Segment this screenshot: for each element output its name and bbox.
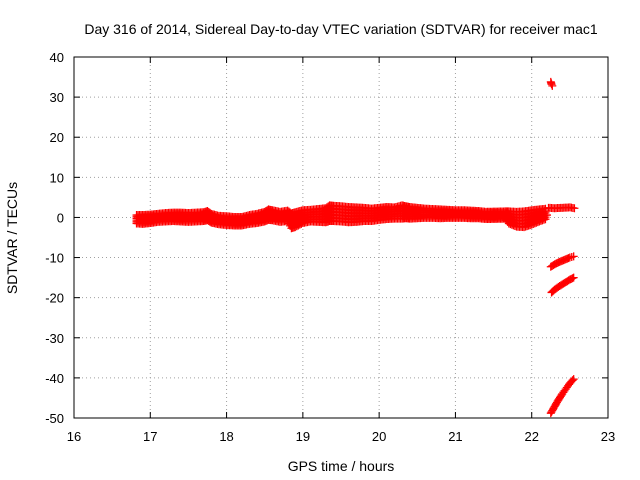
axis-ticks <box>73 56 609 419</box>
y-tick-label: 20 <box>50 130 64 145</box>
x-tick-label: 20 <box>372 429 386 444</box>
y-tick-label: 30 <box>50 90 64 105</box>
x-tick-label: 23 <box>601 429 615 444</box>
x-tick-label: 21 <box>448 429 462 444</box>
data-point <box>570 204 579 213</box>
y-tick-label: -50 <box>45 411 64 426</box>
data-point <box>569 252 578 261</box>
x-tick-label: 22 <box>524 429 538 444</box>
data-point <box>568 376 577 385</box>
y-tick-label: 40 <box>50 50 64 65</box>
grid-lines <box>74 57 608 418</box>
y-tick-label: 0 <box>57 210 64 225</box>
data-point <box>568 274 577 283</box>
x-tick-label: 19 <box>296 429 310 444</box>
plot-frame <box>73 56 609 419</box>
chart-title: Day 316 of 2014, Sidereal Day-to-day VTE… <box>84 21 597 37</box>
data-point <box>569 375 578 384</box>
y-tick-label: -10 <box>45 251 64 266</box>
y-tick-label: -20 <box>45 291 64 306</box>
data-point <box>569 273 578 282</box>
y-axis-title: SDTVAR / TECUs <box>4 182 20 294</box>
data-point <box>547 80 556 89</box>
y-tick-label: -30 <box>45 331 64 346</box>
x-tick-label: 17 <box>143 429 157 444</box>
y-tick-label: 10 <box>50 170 64 185</box>
x-tick-labels: 16 17 18 19 20 21 22 23 <box>67 429 615 444</box>
x-tick-label: 18 <box>219 429 233 444</box>
data-points <box>132 77 579 418</box>
y-tick-labels: -50 -40 -30 -20 -10 0 10 20 30 40 <box>45 50 64 426</box>
data-point <box>548 81 557 90</box>
y-tick-label: -40 <box>45 371 64 386</box>
x-axis-title: GPS time / hours <box>288 458 395 474</box>
x-tick-label: 16 <box>67 429 81 444</box>
data-point <box>542 211 551 220</box>
